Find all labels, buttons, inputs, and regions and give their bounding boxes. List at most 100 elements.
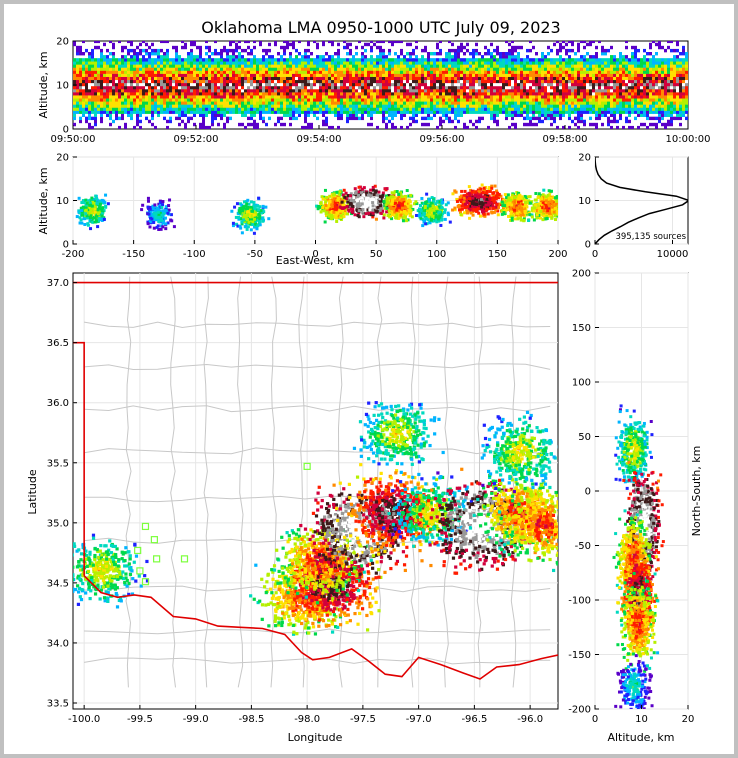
time-height-cell (535, 104, 538, 108)
time-height-cell (490, 42, 493, 47)
time-height-cell (541, 52, 544, 56)
time-height-cell (271, 61, 274, 65)
time-height-cell (166, 76, 169, 81)
time-height-cell (319, 85, 322, 90)
time-height-cell (100, 95, 103, 99)
time-height-cell (217, 52, 220, 56)
time-height-cell (175, 73, 178, 77)
time-height-cell (283, 110, 286, 114)
time-height-cell (649, 61, 652, 65)
time-height-cell (328, 82, 331, 87)
time-height-cell (334, 79, 337, 84)
time-height-cell (388, 98, 391, 102)
time-height-cell (280, 104, 283, 108)
time-height-cell (385, 88, 388, 93)
time-height-cell (295, 98, 298, 102)
time-height-cell (511, 64, 514, 68)
time-height-cell (220, 95, 223, 99)
time-height-cell (445, 55, 448, 59)
time-height-cell (637, 76, 640, 81)
time-height-cell (229, 64, 232, 68)
time-height-cell (400, 82, 403, 87)
time-height-cell (94, 95, 97, 99)
time-height-cell (526, 76, 529, 81)
time-height-cell (190, 73, 193, 77)
time-height-cell (247, 82, 250, 87)
time-height-cell (370, 85, 373, 90)
time-height-cell (331, 61, 334, 65)
time-height-cell (94, 107, 97, 111)
time-height-cell (511, 48, 514, 53)
time-height-cell (343, 104, 346, 108)
time-height-cell (88, 64, 91, 68)
time-height-cell (298, 110, 301, 114)
time-height-cell (169, 98, 172, 102)
time-height-cell (409, 95, 412, 99)
time-height-cell (568, 95, 571, 99)
time-height-cell (463, 70, 466, 74)
time-height-cell (244, 101, 247, 105)
time-height-cell (439, 41, 442, 44)
time-height-cell (679, 61, 682, 65)
time-height-cell (268, 107, 271, 111)
time-height-cell (448, 55, 451, 59)
time-height-cell (514, 45, 517, 50)
time-height-cell (679, 67, 682, 71)
time-height-cell (286, 113, 289, 117)
time-height-cell (658, 88, 661, 93)
time-height-cell (670, 88, 673, 93)
time-height-cell (262, 88, 265, 93)
time-height-cell (385, 76, 388, 81)
time-height-cell (352, 79, 355, 84)
time-height-cell (661, 64, 664, 68)
time-height-cell (454, 85, 457, 90)
time-height-cell (559, 98, 562, 102)
time-height-cell (325, 101, 328, 105)
time-height-cell (253, 92, 256, 96)
time-height-cell (73, 95, 76, 99)
time-height-cell (541, 79, 544, 84)
time-height-cell (652, 82, 655, 87)
time-height-cell (94, 45, 97, 50)
time-height-cell (622, 82, 625, 87)
time-height-cell (601, 73, 604, 77)
time-height-cell (598, 101, 601, 105)
time-height-cell (505, 85, 508, 90)
time-height-cell (619, 64, 622, 68)
time-height-cell (310, 107, 313, 111)
time-height-cell (373, 70, 376, 74)
time-height-cell (121, 64, 124, 68)
time-height-cell (172, 67, 175, 71)
time-height-cell (262, 98, 265, 102)
time-height-cell (124, 101, 127, 105)
time-height-cell (598, 82, 601, 87)
time-height-cell (496, 58, 499, 62)
time-height-cell (448, 119, 451, 124)
time-height-cell (547, 67, 550, 71)
time-height-cell (271, 73, 274, 77)
time-height-cell (163, 79, 166, 84)
time-height-cell (676, 55, 679, 59)
time-height-cell (559, 61, 562, 65)
time-height-cell (409, 79, 412, 84)
time-height-cell (127, 70, 130, 74)
time-height-cell (163, 104, 166, 108)
time-height-cell (583, 110, 586, 114)
time-height-cell (625, 67, 628, 71)
time-height-cell (229, 110, 232, 114)
time-height-cell (625, 95, 628, 99)
time-height-cell (133, 85, 136, 90)
time-height-cell (607, 85, 610, 90)
time-height-cell (496, 64, 499, 68)
time-height-cell (433, 52, 436, 56)
time-height-cell (166, 61, 169, 65)
time-height-cell (298, 67, 301, 71)
time-height-cell (355, 79, 358, 84)
time-height-cell (562, 85, 565, 90)
time-height-cell (472, 110, 475, 114)
time-height-cell (379, 110, 382, 114)
time-height-cell (631, 110, 634, 114)
time-height-cell (226, 52, 229, 56)
time-height-cell (451, 92, 454, 96)
time-height-cell (178, 64, 181, 68)
